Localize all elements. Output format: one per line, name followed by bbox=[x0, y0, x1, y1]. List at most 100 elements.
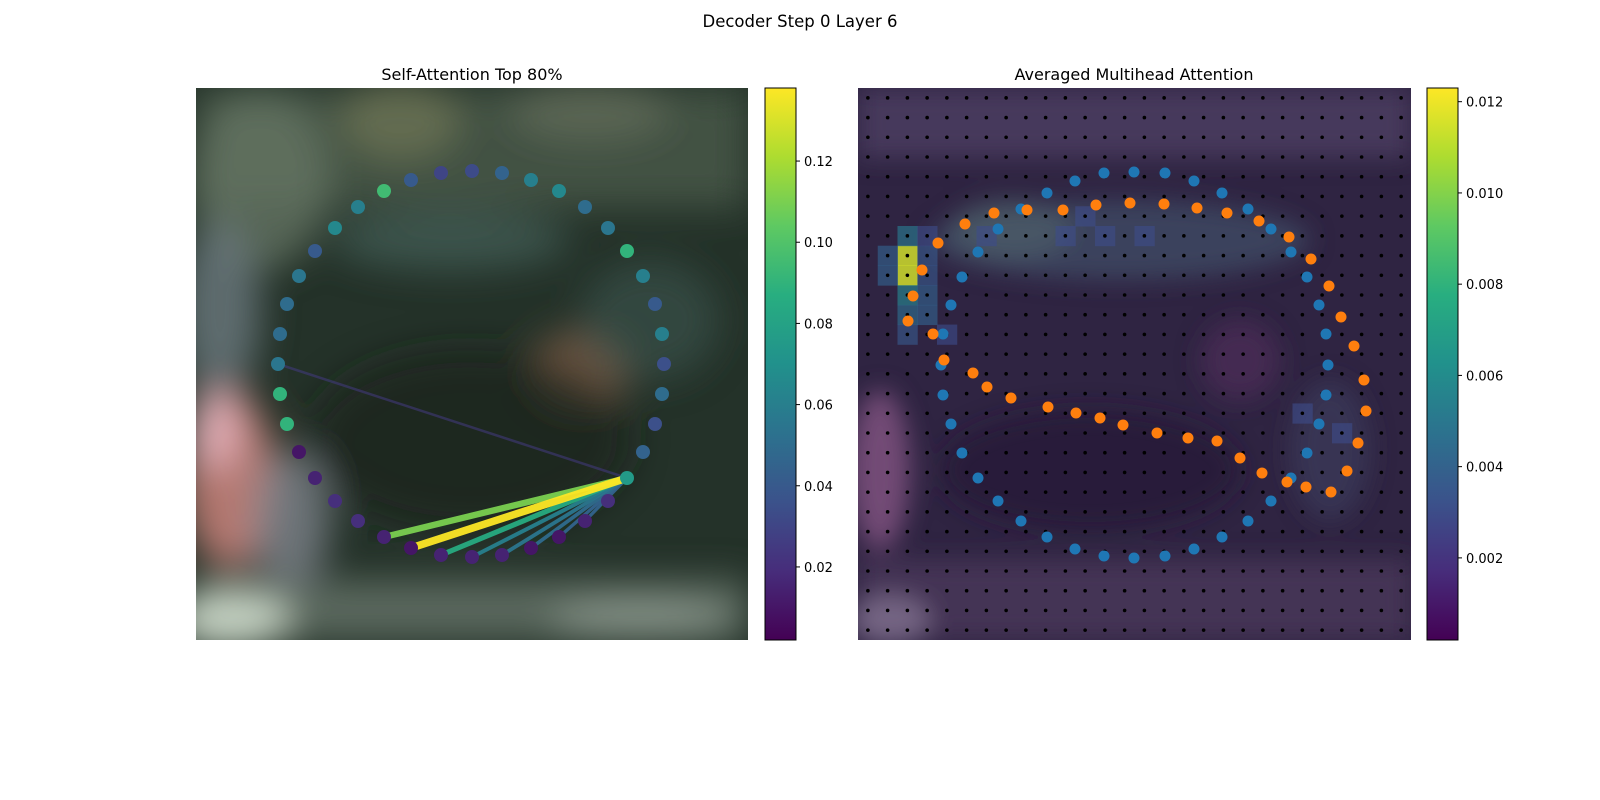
grid-marker bbox=[1162, 569, 1166, 573]
right-panel-title: Averaged Multihead Attention bbox=[1015, 65, 1254, 84]
grid-marker bbox=[1063, 450, 1068, 455]
grid-marker bbox=[945, 628, 949, 632]
grid-marker bbox=[1300, 588, 1305, 593]
grid-marker bbox=[1320, 115, 1324, 120]
grid-marker bbox=[1280, 411, 1285, 416]
grid-marker bbox=[1280, 174, 1285, 179]
query-point bbox=[495, 548, 509, 562]
grid-marker bbox=[1004, 490, 1008, 494]
blue-ring-point bbox=[1159, 550, 1171, 562]
grid-marker bbox=[1182, 529, 1186, 534]
grid-marker bbox=[1043, 490, 1048, 494]
grid-marker bbox=[1320, 490, 1324, 494]
grid-marker bbox=[1182, 96, 1186, 100]
grid-marker bbox=[1063, 293, 1068, 297]
grid-marker bbox=[1320, 155, 1324, 159]
blue-ring-point bbox=[1015, 515, 1027, 527]
grid-marker bbox=[1142, 431, 1147, 435]
grid-marker bbox=[1241, 411, 1245, 416]
grid-marker bbox=[945, 253, 949, 258]
grid-marker bbox=[1142, 549, 1147, 554]
grid-marker bbox=[1024, 253, 1028, 258]
grid-marker bbox=[1063, 332, 1068, 337]
orange-ring-point bbox=[1042, 401, 1054, 413]
grid-marker bbox=[1300, 312, 1305, 317]
grid-marker bbox=[1280, 529, 1285, 534]
grid-marker bbox=[1320, 352, 1324, 356]
grid-marker bbox=[1083, 549, 1087, 554]
grid-marker bbox=[1241, 96, 1245, 100]
grid-marker bbox=[1182, 588, 1186, 593]
grid-marker bbox=[1241, 529, 1245, 534]
grid-marker bbox=[1004, 273, 1008, 278]
grid-marker bbox=[1261, 253, 1265, 258]
grid-marker bbox=[1043, 332, 1048, 337]
grid-marker bbox=[1241, 391, 1245, 396]
grid-marker bbox=[1083, 391, 1087, 396]
grid-marker bbox=[1320, 174, 1324, 179]
orange-ring-point bbox=[1323, 280, 1335, 292]
grid-marker bbox=[1142, 411, 1147, 416]
grid-marker bbox=[1399, 174, 1403, 179]
grid-marker bbox=[1320, 549, 1324, 554]
colorbar-tick-label: 0.008 bbox=[1466, 278, 1503, 293]
grid-marker bbox=[1399, 628, 1403, 632]
grid-marker bbox=[1142, 332, 1147, 337]
blue-ring-point bbox=[956, 271, 968, 283]
grid-marker bbox=[1379, 391, 1384, 396]
grid-marker bbox=[1103, 372, 1107, 376]
blue-ring-point bbox=[1159, 167, 1171, 179]
grid-marker bbox=[1201, 608, 1206, 613]
query-point bbox=[495, 166, 509, 180]
grid-marker bbox=[1241, 372, 1245, 376]
grid-marker bbox=[964, 569, 969, 573]
right-panel: Averaged Multihead Attention bbox=[858, 65, 1411, 640]
grid-marker bbox=[1261, 529, 1265, 534]
grid-marker bbox=[964, 253, 969, 258]
grid-marker bbox=[1122, 588, 1127, 593]
grid-marker bbox=[1379, 312, 1384, 317]
grid-marker bbox=[1063, 431, 1068, 435]
query-point bbox=[578, 200, 592, 214]
right-colorbar-gradient bbox=[1426, 87, 1459, 641]
grid-marker bbox=[984, 450, 989, 455]
grid-marker bbox=[984, 352, 989, 356]
grid-marker bbox=[984, 155, 989, 159]
grid-marker bbox=[1320, 529, 1324, 534]
grid-marker bbox=[925, 529, 929, 534]
grid-marker bbox=[1182, 332, 1186, 337]
grid-marker bbox=[1201, 352, 1206, 356]
grid-marker bbox=[1399, 253, 1403, 258]
grid-marker bbox=[1221, 510, 1226, 514]
grid-marker bbox=[905, 96, 910, 100]
grid-marker bbox=[885, 628, 890, 632]
grid-marker bbox=[1359, 450, 1364, 455]
grid-marker bbox=[1024, 372, 1028, 376]
grid-marker bbox=[1201, 253, 1206, 258]
query-point bbox=[377, 530, 391, 544]
grid-marker bbox=[1024, 450, 1028, 455]
orange-ring-point bbox=[907, 290, 919, 302]
grid-marker bbox=[885, 490, 890, 494]
grid-marker bbox=[1261, 490, 1265, 494]
grid-marker bbox=[905, 411, 910, 416]
grid-marker bbox=[1182, 628, 1186, 632]
grid-marker bbox=[964, 411, 969, 416]
query-point bbox=[524, 541, 538, 555]
grid-marker bbox=[925, 549, 929, 554]
grid-marker bbox=[866, 628, 870, 632]
blue-ring-point bbox=[972, 246, 984, 258]
blue-ring-point bbox=[992, 495, 1004, 507]
grid-marker bbox=[984, 510, 989, 514]
grid-marker bbox=[1241, 628, 1245, 632]
grid-marker bbox=[1063, 174, 1068, 179]
grid-marker bbox=[964, 194, 969, 199]
grid-marker bbox=[1399, 411, 1403, 416]
grid-marker bbox=[1261, 135, 1265, 140]
orange-ring-point bbox=[1057, 204, 1069, 216]
grid-marker bbox=[1182, 194, 1186, 199]
grid-marker bbox=[1280, 569, 1285, 573]
grid-marker bbox=[1379, 569, 1384, 573]
grid-marker bbox=[905, 608, 910, 613]
grid-marker bbox=[1280, 510, 1285, 514]
